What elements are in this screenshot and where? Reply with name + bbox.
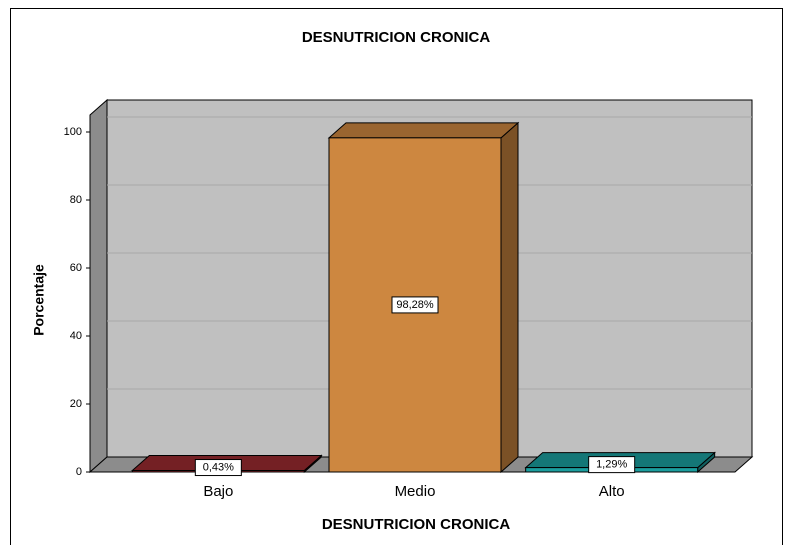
data-label-box <box>194 459 242 477</box>
y-tick-label: 80 <box>70 194 82 206</box>
bar-top <box>327 122 520 139</box>
side-wall <box>89 98 108 474</box>
y-tick-label: 0 <box>76 466 82 478</box>
y-tick-label: 20 <box>70 398 82 410</box>
data-label: 98,28% <box>396 299 434 311</box>
x-tick-label: Medio <box>395 483 436 500</box>
y-axis-label: Porcentaje <box>31 264 47 336</box>
data-label-box <box>391 296 439 314</box>
x-tick-label: Bajo <box>203 483 233 500</box>
y-tick-label: 40 <box>70 330 82 342</box>
bar-side <box>500 121 519 474</box>
x-tick-label: Alto <box>599 483 625 500</box>
x-axis-label: DESNUTRICION CRONICA <box>322 516 511 533</box>
data-label: 0,43% <box>203 461 234 473</box>
chart-title: DESNUTRICION CRONICA <box>302 29 491 46</box>
y-tick-label: 60 <box>70 262 82 274</box>
y-tick-label: 100 <box>64 126 82 138</box>
data-label: 1,29% <box>596 459 627 471</box>
data-label-box <box>588 456 636 474</box>
